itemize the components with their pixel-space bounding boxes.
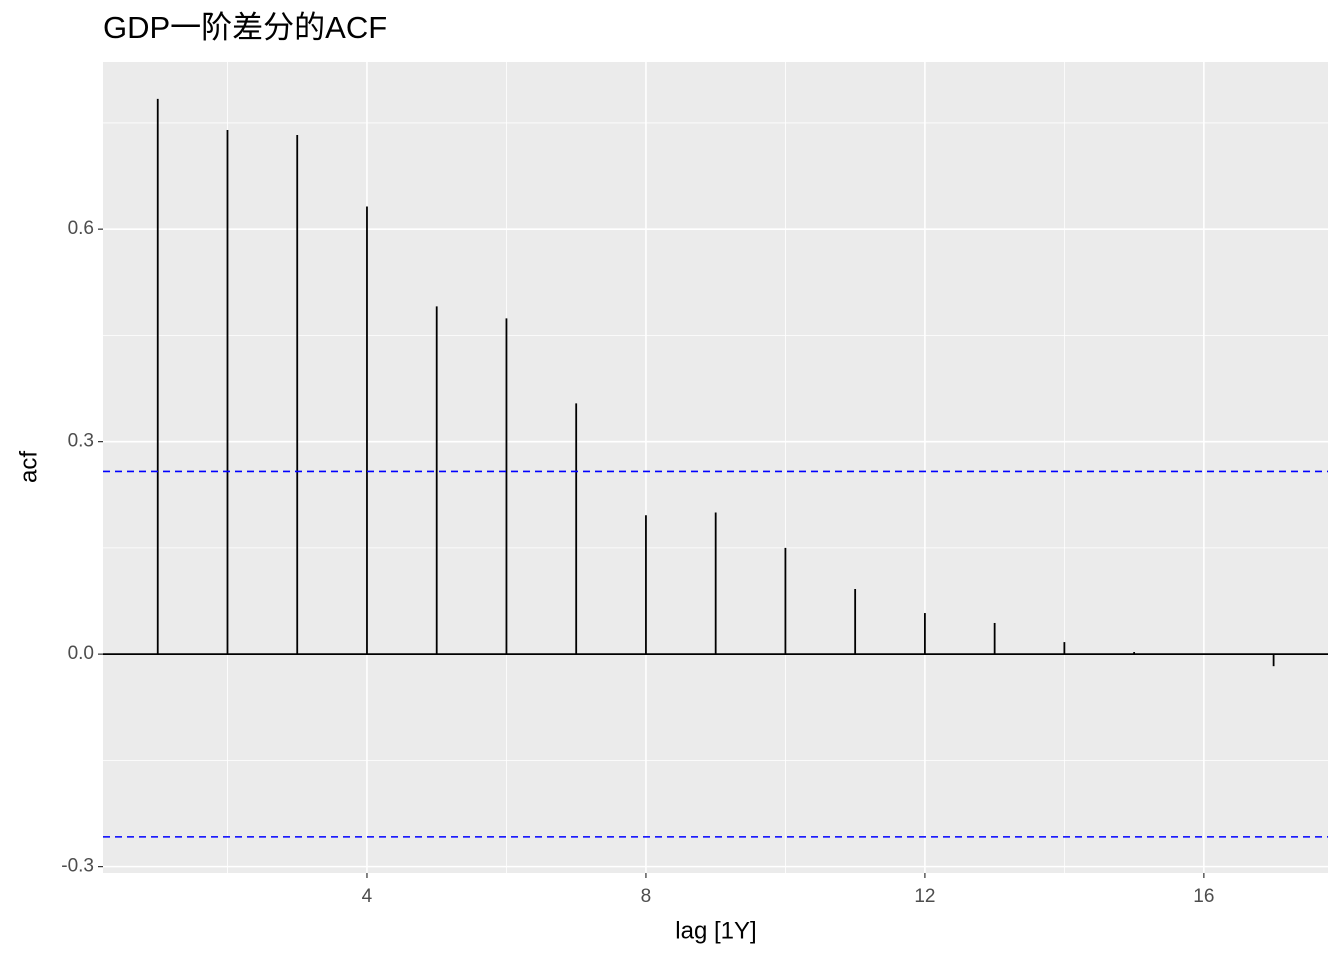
y-tick-label: 0.6	[68, 218, 94, 239]
x-tick-label: 16	[1193, 886, 1214, 907]
x-tick-label: 12	[914, 886, 935, 907]
y-axis-label: acf	[15, 451, 42, 483]
y-tick-label: 0.0	[68, 643, 94, 664]
x-tick-label: 4	[362, 886, 373, 907]
y-tick-label: 0.3	[68, 431, 94, 452]
x-axis-label: lag [1Y]	[675, 917, 756, 944]
y-tick-label: -0.3	[61, 856, 94, 877]
x-tick-label: 8	[641, 886, 652, 907]
chart-title: GDP一阶差分的ACF	[103, 10, 387, 45]
panel	[103, 62, 1328, 873]
